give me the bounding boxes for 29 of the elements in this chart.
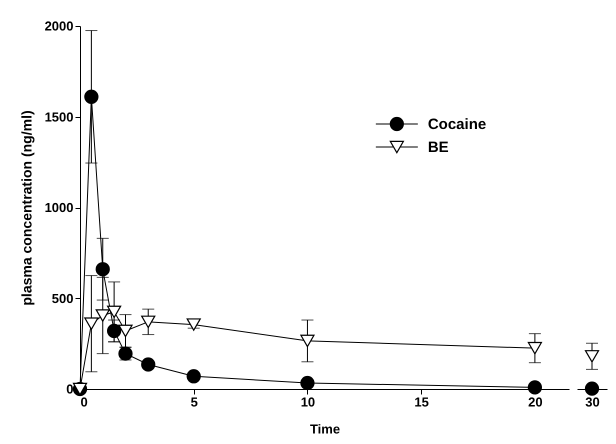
point <box>96 309 110 322</box>
x-tick-label: 30 <box>585 394 600 410</box>
x-tick-label: 5 <box>190 394 198 410</box>
point <box>106 306 122 318</box>
y-tick-label: 2000 <box>44 18 74 34</box>
legend-label: BE <box>428 139 449 156</box>
y-tick-label: 1500 <box>44 109 74 124</box>
point <box>118 324 133 338</box>
point <box>300 334 315 348</box>
point <box>300 376 315 390</box>
y-axis-title: plasma concentration (ng/ml) <box>18 110 35 306</box>
y-tick-label: 0 <box>66 382 74 396</box>
x-tick-label: 20 <box>528 394 543 410</box>
point <box>84 317 98 330</box>
x-tick-label: 10 <box>300 394 316 410</box>
x-axis-title: Time <box>310 422 340 436</box>
point <box>528 342 542 354</box>
point <box>84 90 98 104</box>
y-tick-label: 500 <box>52 290 74 306</box>
x-tick-label: 15 <box>414 394 429 410</box>
legend-label: Cocaine <box>428 116 486 134</box>
x-tick-label: 0 <box>80 394 88 410</box>
point <box>186 369 201 384</box>
point <box>141 357 156 372</box>
y-tick-label: 1000 <box>44 200 74 215</box>
point <box>106 324 122 338</box>
point <box>96 262 110 276</box>
point <box>141 316 156 328</box>
point <box>528 380 542 394</box>
